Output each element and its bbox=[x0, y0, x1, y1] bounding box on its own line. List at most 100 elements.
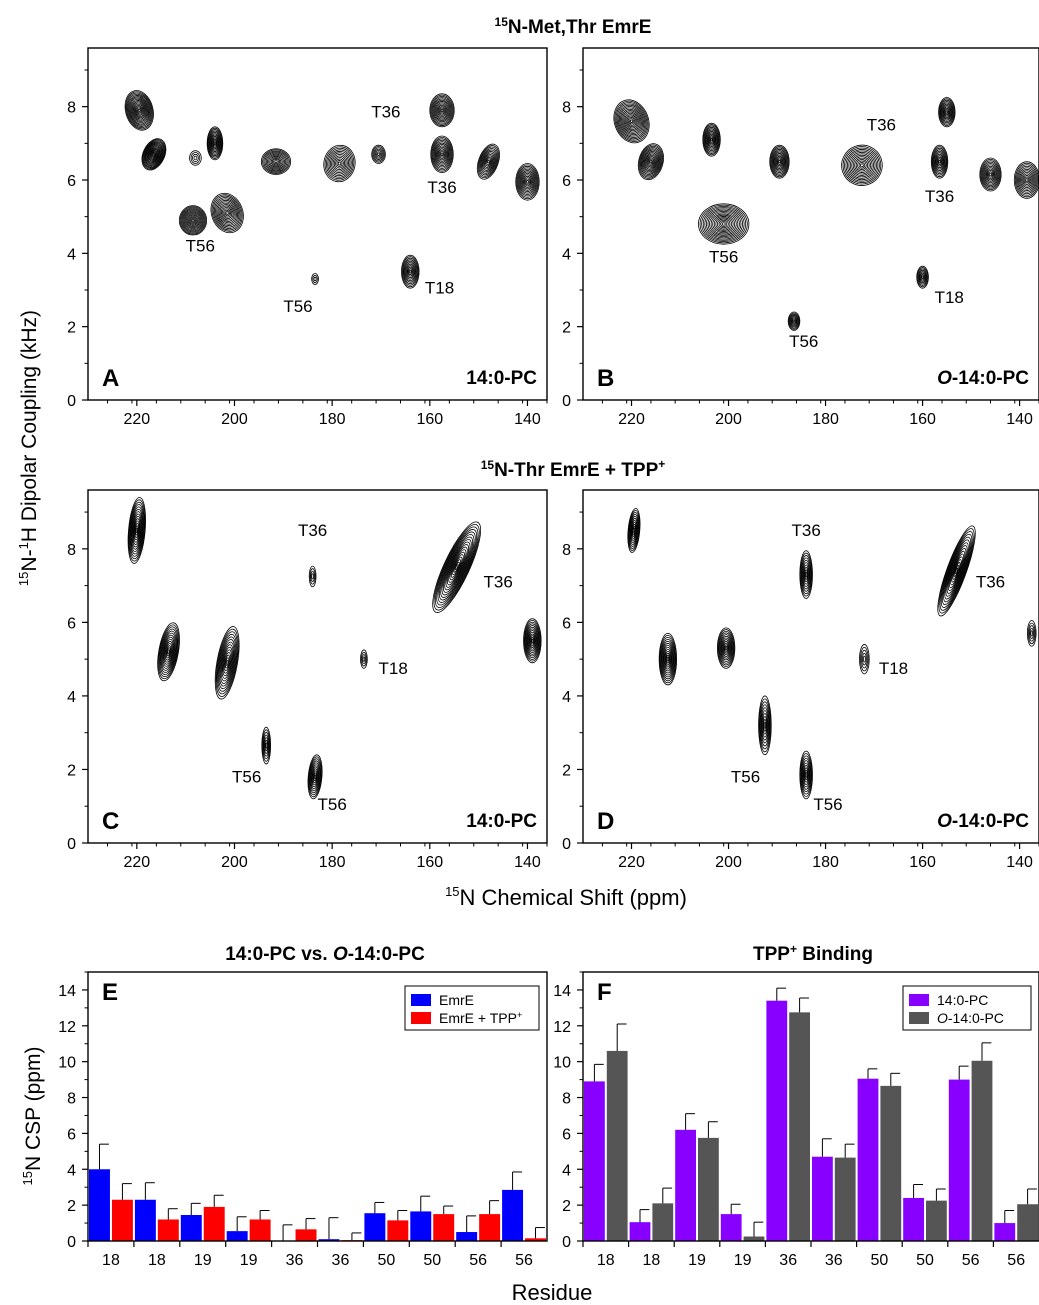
contour-line bbox=[761, 713, 768, 738]
contour-line bbox=[718, 630, 734, 666]
contour-line bbox=[487, 159, 490, 164]
x-tick-label: 18 bbox=[597, 1252, 615, 1269]
contour-line bbox=[438, 148, 446, 161]
contour-line bbox=[222, 649, 232, 677]
contour-line bbox=[938, 97, 956, 128]
title-middle: 15N-Thr EmrE + TPP+ bbox=[481, 457, 666, 481]
contour-line bbox=[641, 148, 661, 175]
y-tick-label: 2 bbox=[562, 1198, 571, 1215]
contour-line bbox=[434, 142, 450, 167]
contour-line bbox=[314, 774, 317, 780]
nmr-peak bbox=[523, 618, 542, 664]
contour-line bbox=[637, 143, 664, 181]
contour-line bbox=[134, 103, 145, 117]
contour-line bbox=[720, 635, 732, 661]
peak-label: T36 bbox=[298, 521, 327, 540]
y-tick-label: 2 bbox=[67, 320, 76, 337]
contour-line bbox=[141, 138, 167, 171]
contour-line bbox=[135, 527, 138, 534]
contour-line bbox=[162, 636, 175, 667]
contour-line bbox=[758, 698, 771, 753]
contour-line bbox=[942, 536, 971, 606]
y-tick-label: 6 bbox=[67, 615, 76, 632]
contour-line bbox=[981, 160, 1000, 189]
bar bbox=[926, 1200, 947, 1241]
contour-line bbox=[323, 144, 356, 183]
contour-line bbox=[704, 208, 743, 240]
contour-line bbox=[263, 737, 269, 754]
contour-line bbox=[163, 638, 174, 665]
contour-line bbox=[438, 106, 446, 115]
contour-line bbox=[360, 649, 368, 669]
nmr-peak bbox=[613, 99, 650, 144]
contour-line bbox=[615, 102, 648, 141]
contour-line bbox=[800, 753, 813, 797]
contour-line bbox=[406, 265, 414, 279]
y-tick-label: 12 bbox=[553, 1019, 571, 1036]
contour-line bbox=[845, 149, 879, 182]
contour-line bbox=[855, 159, 869, 172]
contour-line bbox=[805, 571, 808, 578]
contour-line bbox=[803, 765, 810, 785]
contour-line bbox=[136, 106, 143, 115]
contour-line bbox=[429, 93, 455, 128]
contour-line bbox=[480, 149, 497, 174]
contour-line bbox=[775, 154, 784, 169]
x-tick-label: 140 bbox=[1006, 411, 1033, 428]
contour-line bbox=[129, 97, 149, 124]
x-tick-label: 160 bbox=[416, 411, 443, 428]
y-tick-label: 0 bbox=[67, 1234, 76, 1251]
contour-line bbox=[623, 111, 640, 132]
contour-line bbox=[311, 573, 314, 580]
contour-line bbox=[705, 209, 742, 239]
contour-line bbox=[933, 150, 946, 173]
contour-line bbox=[181, 208, 205, 233]
contour-line bbox=[773, 151, 786, 172]
contour-line bbox=[308, 756, 322, 798]
contour-line bbox=[663, 646, 673, 672]
contour-line bbox=[917, 268, 928, 286]
contour-line bbox=[841, 144, 883, 186]
contour-line bbox=[265, 152, 287, 171]
y-tick-label: 6 bbox=[67, 1126, 76, 1143]
nmr-peak bbox=[401, 254, 420, 289]
nmr-peaks bbox=[613, 97, 1039, 331]
contour-line bbox=[760, 704, 770, 747]
contour-line bbox=[522, 174, 533, 190]
contour-line bbox=[631, 522, 637, 539]
contour-line bbox=[759, 701, 771, 750]
contour-line bbox=[127, 497, 146, 564]
contour-line bbox=[707, 132, 716, 147]
contour-line bbox=[515, 163, 540, 201]
contour-line bbox=[158, 624, 180, 680]
nmr-peak bbox=[841, 144, 883, 186]
contour-line bbox=[164, 641, 173, 663]
contour-line bbox=[219, 641, 235, 684]
y-tick-label: 2 bbox=[67, 762, 76, 779]
contour-line bbox=[129, 96, 150, 125]
contour-line bbox=[774, 153, 785, 171]
lipid-label: O-14:0-PC bbox=[937, 368, 1029, 389]
contour-line bbox=[219, 639, 236, 687]
contour-line bbox=[861, 649, 868, 669]
contour-line bbox=[698, 203, 750, 245]
contour-line bbox=[333, 157, 346, 170]
contour-line bbox=[530, 636, 535, 645]
nmr-peak bbox=[769, 144, 790, 179]
contour-line bbox=[844, 147, 880, 184]
contour-line bbox=[308, 565, 317, 588]
nmr-peak bbox=[1026, 620, 1037, 647]
contour-line bbox=[454, 564, 459, 571]
contour-line bbox=[269, 155, 283, 168]
nmr-peak bbox=[429, 93, 455, 128]
contour-line bbox=[212, 138, 218, 148]
contour-line bbox=[1013, 161, 1039, 199]
contour-line bbox=[525, 623, 540, 659]
contour-line bbox=[940, 101, 954, 124]
contour-line bbox=[709, 212, 739, 236]
contour-line bbox=[708, 135, 715, 145]
contour-line bbox=[790, 316, 798, 327]
contour-line bbox=[211, 194, 243, 232]
nmr-peak bbox=[206, 126, 224, 161]
contour-line bbox=[936, 155, 943, 169]
